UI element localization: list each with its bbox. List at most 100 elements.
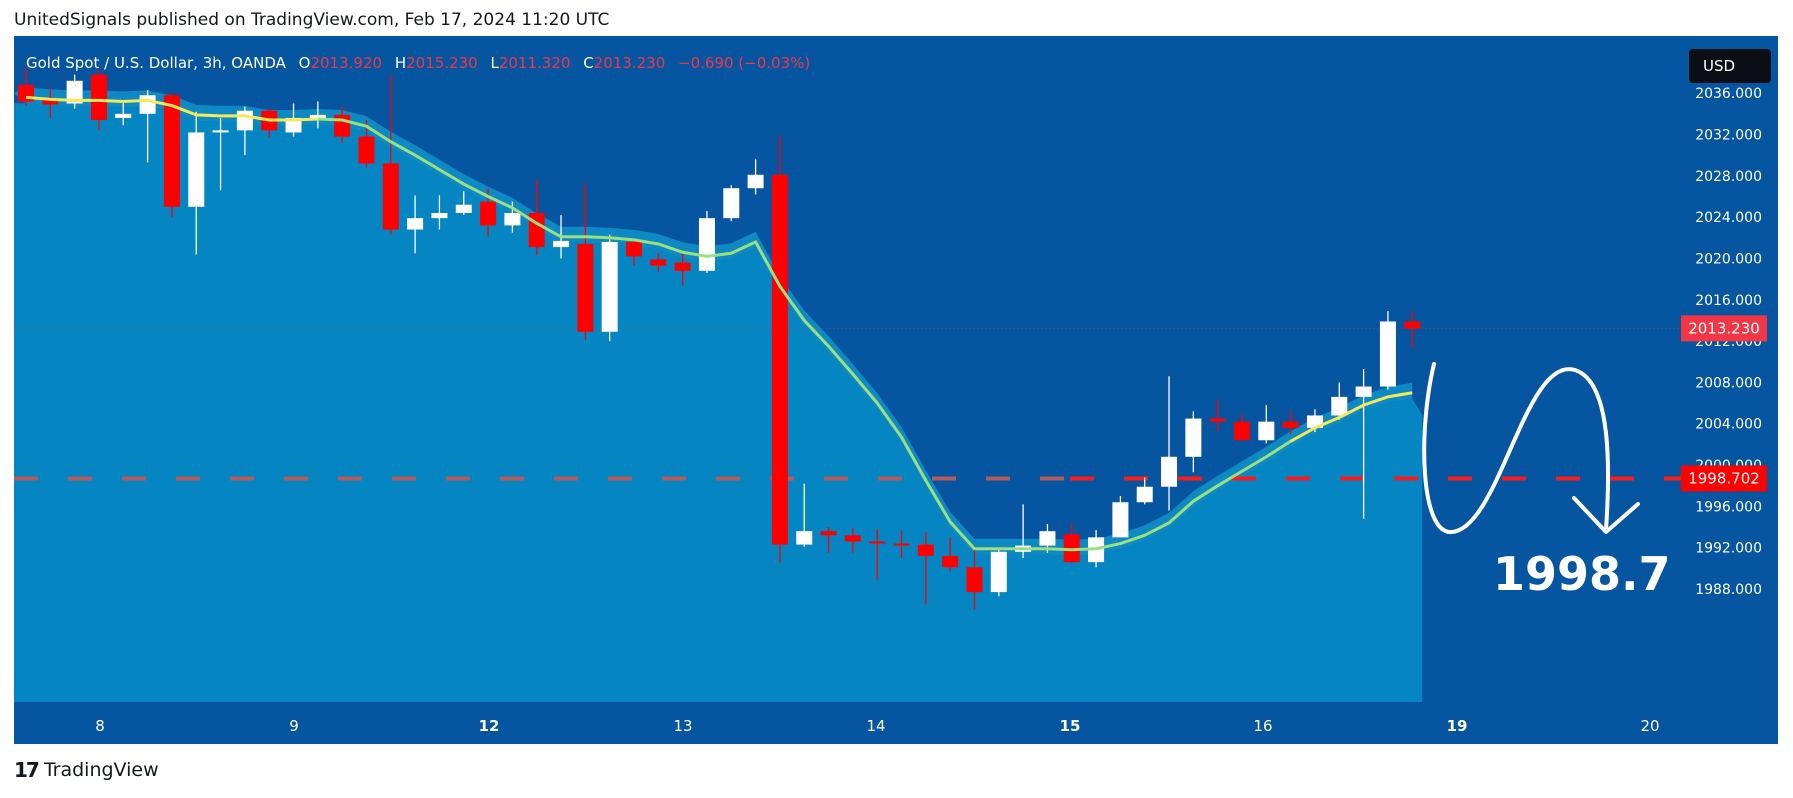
tradingview-logo-icon: 17 [14,758,40,782]
price-tick-label: 2016.000 [1695,293,1762,309]
candle[interactable] [1063,522,1080,564]
candle[interactable] [796,483,813,547]
candle[interactable] [601,234,618,342]
candle[interactable] [1136,477,1153,505]
candle[interactable] [698,210,715,273]
candle[interactable] [577,184,594,341]
time-tick-label: 19 [1447,717,1468,735]
candle[interactable] [1355,368,1372,519]
candle[interactable] [42,89,59,118]
candle-body [1234,421,1250,441]
candle-body [139,95,156,114]
forecast-label: 1998.7 [1493,547,1671,601]
time-tick-label: 15 [1060,717,1081,735]
candle[interactable] [917,532,934,605]
candle[interactable] [309,101,326,129]
candle-body [285,117,302,133]
candle-body [966,567,983,593]
candle[interactable] [1161,376,1178,511]
candle[interactable] [188,111,205,255]
candle-body [407,218,424,230]
candle[interactable] [115,101,132,126]
candle[interactable] [407,195,424,254]
candle-body [188,132,205,207]
candle-body [723,188,740,219]
close-label: C [583,54,594,72]
candle[interactable] [674,253,691,286]
time-tick-label: 12 [479,717,500,735]
candle[interactable] [1185,411,1202,473]
candle[interactable] [163,92,180,218]
candle[interactable] [1112,496,1129,538]
candle-body [917,544,934,556]
candle[interactable] [650,253,667,272]
price-tick-label: 2008.000 [1695,375,1762,391]
candle-body [577,243,594,332]
candle-body [698,218,715,271]
candle[interactable] [747,159,764,195]
time-tick-label: 20 [1640,717,1659,735]
currency-button[interactable]: USD [1689,49,1771,83]
candle[interactable] [990,549,1007,597]
candle-body [553,240,570,248]
publisher-header: UnitedSignals published on TradingView.c… [14,10,610,30]
candle-body [382,163,399,230]
candle[interactable] [626,238,642,266]
candle[interactable] [431,195,448,230]
candle-body [796,531,813,545]
candle[interactable] [455,191,472,216]
candle[interactable] [1209,399,1226,431]
change-value: −0.690 (−0.03%) [678,54,811,72]
tradingview-logo[interactable]: 17 TradingView [14,758,159,782]
candle[interactable] [1331,382,1348,420]
candle[interactable] [1234,413,1250,441]
candle[interactable] [942,537,959,572]
time-axis[interactable]: 8 9 12 13 14 15 16 19 20 [14,702,1683,744]
candle[interactable] [382,74,399,235]
moving-average-lines [25,95,1413,552]
area-fill [14,103,1423,703]
candle[interactable] [1404,311,1421,349]
time-tick-label: 9 [289,717,299,735]
forecast-drawing[interactable]: 1998.7 [1422,362,1671,601]
candle-body [942,555,959,568]
forecast-curve[interactable] [1422,362,1611,535]
candle-body [431,213,448,219]
candle-body [747,174,764,189]
candle[interactable] [893,531,910,559]
candle[interactable] [966,545,983,610]
candle-body [1209,418,1226,422]
level-price-badge: 1998.702 [1681,465,1767,492]
candle-body [844,535,861,542]
candle[interactable] [820,527,837,553]
last-price-badge-bg [1681,315,1767,342]
candle-body [1185,418,1202,457]
candle[interactable] [771,136,788,564]
candle-body [1258,421,1275,441]
candle-body [626,241,642,257]
candle[interactable] [1282,411,1299,435]
level-price-badge-bg [1681,465,1767,492]
candle-body [1282,421,1299,428]
candle-body [212,130,229,133]
candle[interactable] [723,185,740,222]
last-price-badge-text: 2013.230 [1688,319,1760,337]
price-tick-label: 1988.000 [1695,582,1762,598]
candle-body [309,114,326,118]
candles[interactable] [18,67,1421,610]
candle[interactable] [844,528,861,553]
candle[interactable] [66,74,83,109]
horizontal-level-line[interactable] [14,327,1683,481]
candle-body [1355,386,1372,397]
candle[interactable] [869,529,886,580]
candle-body [480,201,497,226]
candle[interactable] [1379,311,1396,390]
candle[interactable] [212,117,229,191]
price-axis[interactable]: 1988.0001992.0001996.0002000.0002004.000… [1681,86,1767,598]
price-axis-background [1683,36,1778,744]
candle-body [1379,321,1396,387]
candle[interactable] [1258,405,1275,444]
high-label: H [394,54,407,72]
symbol-legend: Gold Spot / U.S. Dollar, 3h, OANDA O2013… [26,54,810,72]
